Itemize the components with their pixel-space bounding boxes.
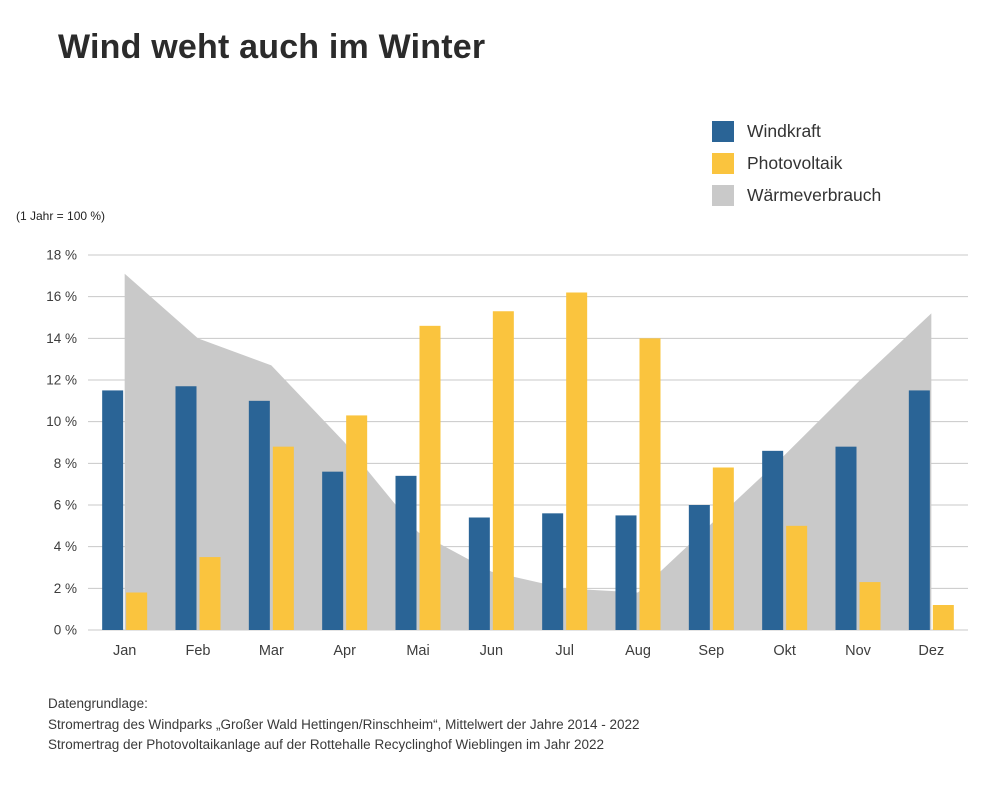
gray-square-icon — [712, 185, 734, 206]
waermeverbrauch-area — [124, 273, 932, 630]
y-tick-label: 0 % — [54, 623, 77, 638]
bar-windkraft-apr — [322, 471, 344, 630]
x-tick-label: Jan — [113, 643, 136, 659]
bar-windkraft-dez — [908, 390, 930, 630]
x-tick-label: Sep — [698, 643, 724, 659]
y-tick-label: 12 % — [46, 373, 77, 388]
bar-windkraft-jun — [468, 517, 490, 630]
data-source-note: Datengrundlage: Stromertrag des Windpark… — [48, 694, 639, 756]
chart-svg: 0 % 2 % 4 % 6 % 8 % 10 % 12 % 14 % 16 % 18 % Jan Fe… — [46, 248, 968, 659]
bar-windkraft-jul — [542, 513, 564, 630]
footer-line-photovoltaik: Stromertrag der Photovoltaikanlage auf d… — [48, 737, 605, 752]
legend-row-photovoltaik: Photovoltaik — [712, 153, 881, 174]
yellow-square-icon — [712, 153, 734, 174]
bar-windkraft-sep — [688, 505, 710, 630]
y-tick-label: 4 % — [54, 539, 77, 554]
x-tick-label: Mar — [259, 643, 284, 659]
y-tick-label: 10 % — [46, 414, 77, 429]
x-tick-label: Mai — [406, 643, 429, 659]
x-tick-label: Nov — [845, 643, 872, 659]
chart-area: 0 % 2 % 4 % 6 % 8 % 10 % 12 % 14 % 16 % 18 % Jan Fe… — [0, 230, 1000, 680]
y-tick-label: 14 % — [46, 331, 77, 346]
legend-label-windkraft: Windkraft — [747, 121, 821, 141]
bar-photovoltaik-apr — [346, 415, 368, 630]
bar-windkraft-nov — [835, 446, 857, 630]
x-tick-label: Feb — [186, 643, 211, 659]
bar-photovoltaik-nov — [859, 582, 881, 630]
x-tick-label: Jul — [555, 643, 574, 659]
bar-windkraft-jan — [102, 390, 124, 630]
bar-photovoltaik-sep — [712, 467, 734, 630]
bar-windkraft-mar — [248, 400, 270, 630]
bar-photovoltaik-feb — [199, 557, 221, 630]
blue-square-icon — [712, 121, 734, 142]
y-tick-label: 8 % — [54, 456, 77, 471]
bar-windkraft-okt — [762, 450, 784, 630]
x-tick-label: Apr — [333, 643, 356, 659]
bar-photovoltaik-jul — [566, 292, 588, 630]
bar-photovoltaik-mai — [419, 325, 441, 630]
axis-unit-note: (1 Jahr = 100 %) — [16, 209, 106, 223]
y-tick-label: 16 % — [46, 289, 77, 304]
bar-photovoltaik-aug — [639, 338, 661, 630]
legend-row-windkraft: Windkraft — [712, 121, 881, 142]
footer-line-windpark: Stromertrag des Windparks „Großer Wald H… — [48, 716, 640, 732]
x-tick-label: Jun — [480, 643, 503, 659]
page-title: Wind weht auch im Winter — [58, 28, 486, 66]
bar-photovoltaik-dez — [932, 605, 954, 630]
legend: Windkraft Photovoltaik Wärmeverbrauch — [712, 121, 881, 217]
footer-heading: Datengrundlage: — [48, 696, 148, 711]
legend-label-photovoltaik: Photovoltaik — [747, 153, 843, 173]
y-tick-label: 18 % — [46, 248, 77, 263]
legend-row-waermeverbrauch: Wärmeverbrauch — [712, 185, 881, 206]
bar-photovoltaik-jan — [126, 592, 148, 630]
legend-label-waermeverbrauch: Wärmeverbrauch — [747, 185, 882, 205]
x-tick-label: Dez — [918, 643, 944, 659]
x-tick-label: Okt — [773, 643, 796, 659]
bar-photovoltaik-mar — [272, 446, 294, 630]
bar-windkraft-mai — [395, 475, 417, 630]
bar-photovoltaik-okt — [786, 525, 808, 630]
bar-windkraft-feb — [175, 386, 197, 630]
bar-windkraft-aug — [615, 515, 637, 630]
y-tick-label: 2 % — [54, 581, 77, 596]
bar-photovoltaik-jun — [492, 311, 514, 630]
x-tick-label: Aug — [625, 643, 651, 659]
y-tick-label: 6 % — [54, 498, 77, 513]
